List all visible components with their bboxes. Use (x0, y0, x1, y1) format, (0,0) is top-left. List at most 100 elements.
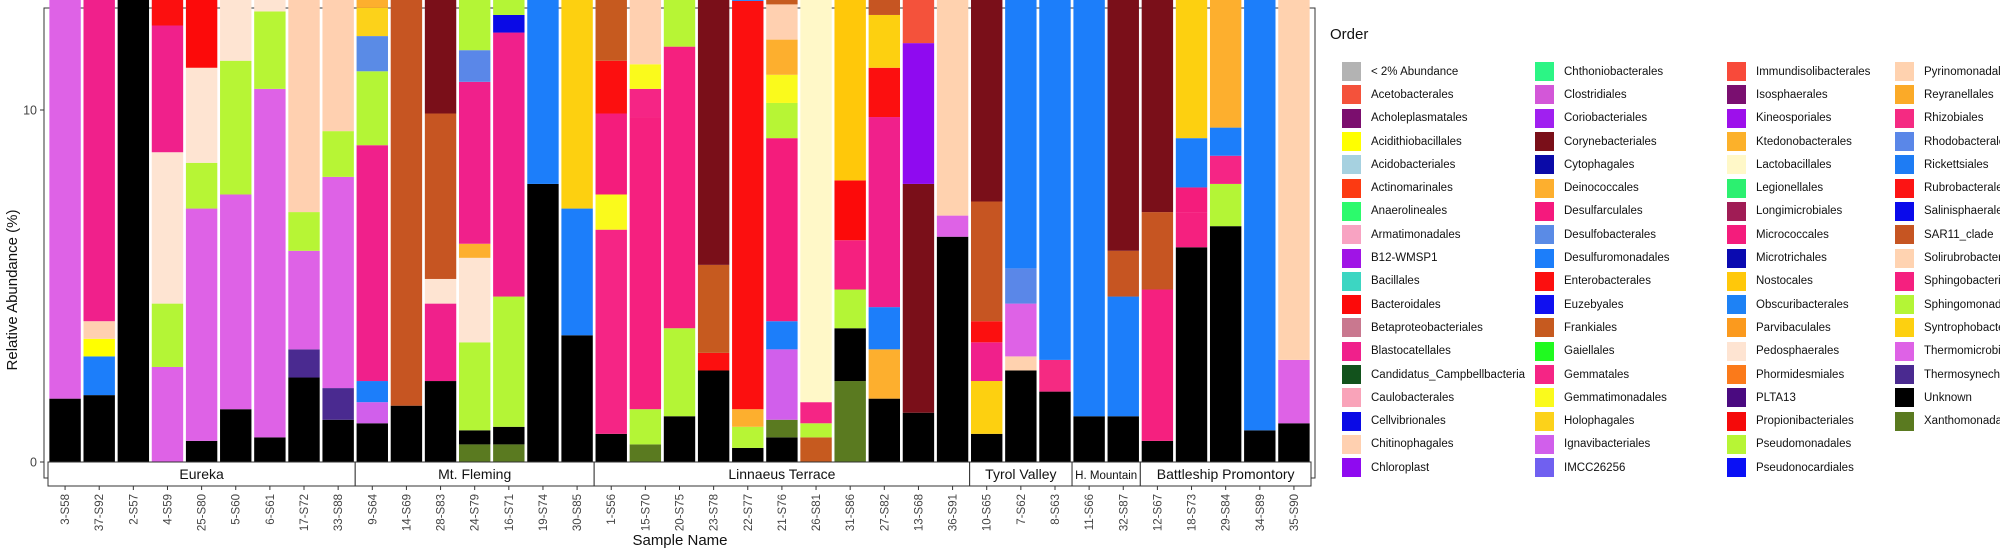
bar-segment (766, 349, 798, 420)
bar-14-S69 (390, 0, 423, 462)
legend-item: Desulfuromonadales (1535, 246, 1669, 269)
bar-segment (868, 398, 901, 462)
bar-segment (766, 419, 798, 438)
bar-segment (322, 388, 354, 420)
legend-swatch (1727, 365, 1746, 384)
legend-swatch (1895, 341, 1914, 361)
legend-item: Acholeplasmatales (1342, 107, 1525, 130)
legend-swatch (1535, 248, 1554, 268)
legend-label: Pseudomonadales (1756, 438, 1852, 451)
legend-label: Blastocatellales (1371, 345, 1451, 358)
x-tick-label: 35-S90 (1289, 494, 1301, 531)
bar-segment (1141, 212, 1174, 290)
bar-23-S78 (697, 0, 730, 462)
legend-swatch (1342, 62, 1361, 82)
bar-segment (493, 444, 525, 462)
legend-label: Ignavibacteriales (1564, 438, 1651, 451)
bar-segment (1073, 416, 1105, 462)
legend-title: Order (1330, 26, 1369, 43)
bar-segment (629, 88, 662, 118)
legend-label: Acidobacteriales (1371, 158, 1456, 171)
bar-segment (663, 328, 696, 417)
legend-label: Desulfuromonadales (1564, 252, 1670, 265)
legend-item: Euzebyales (1535, 293, 1669, 316)
legend-label: Acidithiobacillales (1371, 135, 1462, 148)
legend-swatch (1535, 225, 1554, 245)
legend-label: Microtrichales (1756, 252, 1827, 265)
bar-segment (424, 113, 457, 279)
legend-swatch (1342, 271, 1361, 291)
legend-label: Isosphaerales (1756, 88, 1828, 101)
bar-11-S66 (1073, 0, 1105, 462)
x-tick-label: 31-S86 (845, 494, 857, 531)
legend-item: Desulfarculales (1535, 200, 1669, 223)
bar-12-S67 (1141, 0, 1174, 462)
bar-segment (834, 289, 866, 329)
bar-segment (1141, 289, 1174, 441)
legend-label: Rickettsiales (1924, 158, 1989, 171)
legend-item: Unknown (1895, 386, 2000, 409)
legend-item: Deinococcales (1535, 176, 1669, 199)
legend-item: Ignavibacteriales (1535, 433, 1669, 456)
bar-segment (1209, 183, 1242, 227)
bar-segment (288, 0, 320, 213)
legend-label: Bacillales (1371, 275, 1420, 288)
legend-swatch (1895, 248, 1914, 268)
bar-segment (1107, 296, 1139, 417)
bar-segment (220, 194, 252, 410)
legend-label: Frankiales (1564, 321, 1618, 334)
bar-30-S85 (561, 0, 593, 462)
bar-segment (834, 328, 866, 382)
legend-item: Caulobacterales (1342, 386, 1525, 409)
x-tick-label: 25-S80 (197, 494, 209, 531)
bar-19-S74 (527, 0, 559, 463)
bar-segment (254, 11, 286, 89)
x-tick-label: 37-S92 (94, 494, 106, 531)
bar-segment (936, 236, 969, 462)
bar-segment (766, 437, 798, 462)
bar-segment (561, 208, 593, 336)
legend-swatch (1535, 62, 1554, 82)
legend-item: Blastocatellales (1342, 340, 1525, 363)
bar-segment (1209, 127, 1242, 156)
legend-item: Kineosporiales (1727, 107, 1870, 130)
bar-segment (83, 321, 115, 339)
bar-segment (493, 14, 525, 33)
legend-item: Lactobacillales (1727, 153, 1870, 176)
legend-swatch (1727, 271, 1746, 291)
legend-item: Phormidesmiales (1727, 363, 1870, 386)
bar-segment (1005, 370, 1037, 462)
legend-swatch (1342, 248, 1361, 268)
legend-label: Kineosporiales (1756, 112, 1832, 125)
legend-label: Betaproteobacteriales (1371, 321, 1483, 334)
legend-label: Syntrophobacterales (1924, 321, 2000, 334)
bar-segment (185, 0, 218, 68)
bar-segment (971, 381, 1003, 434)
x-tick-label: 6-S61 (265, 494, 277, 525)
bar-segment (458, 0, 491, 51)
bar-segment (868, 0, 901, 15)
legend-label: Phormidesmiales (1756, 368, 1845, 381)
bar-segment (356, 145, 388, 382)
bar-segment (766, 138, 798, 322)
legend-label: Clostridiales (1564, 88, 1627, 101)
legend-label: Pyrinomonadales (1924, 65, 2000, 78)
bar-28-S83 (424, 0, 457, 462)
group-strip-box (593, 461, 971, 487)
legend-item: Acidithiobacillales (1342, 130, 1525, 153)
legend-swatch (1727, 201, 1746, 221)
legend-swatch (1342, 85, 1361, 105)
bar-segment (254, 88, 286, 438)
bar-segment (493, 0, 525, 15)
bar-segment (732, 426, 764, 448)
legend-label: Enterobacterales (1564, 275, 1651, 288)
bar-segment (458, 444, 491, 462)
legend-item: Pedosphaerales (1727, 340, 1870, 363)
bar-15-S70 (629, 0, 662, 462)
legend-label: Micrococcales (1756, 228, 1829, 241)
legend-label: Candidatus_Campbellbacteria (1371, 368, 1526, 381)
x-axis-title: Sample Name (632, 532, 727, 549)
bar-segment (595, 229, 627, 434)
bar-9-S64 (356, 0, 388, 462)
legend-swatch (1895, 85, 1914, 105)
